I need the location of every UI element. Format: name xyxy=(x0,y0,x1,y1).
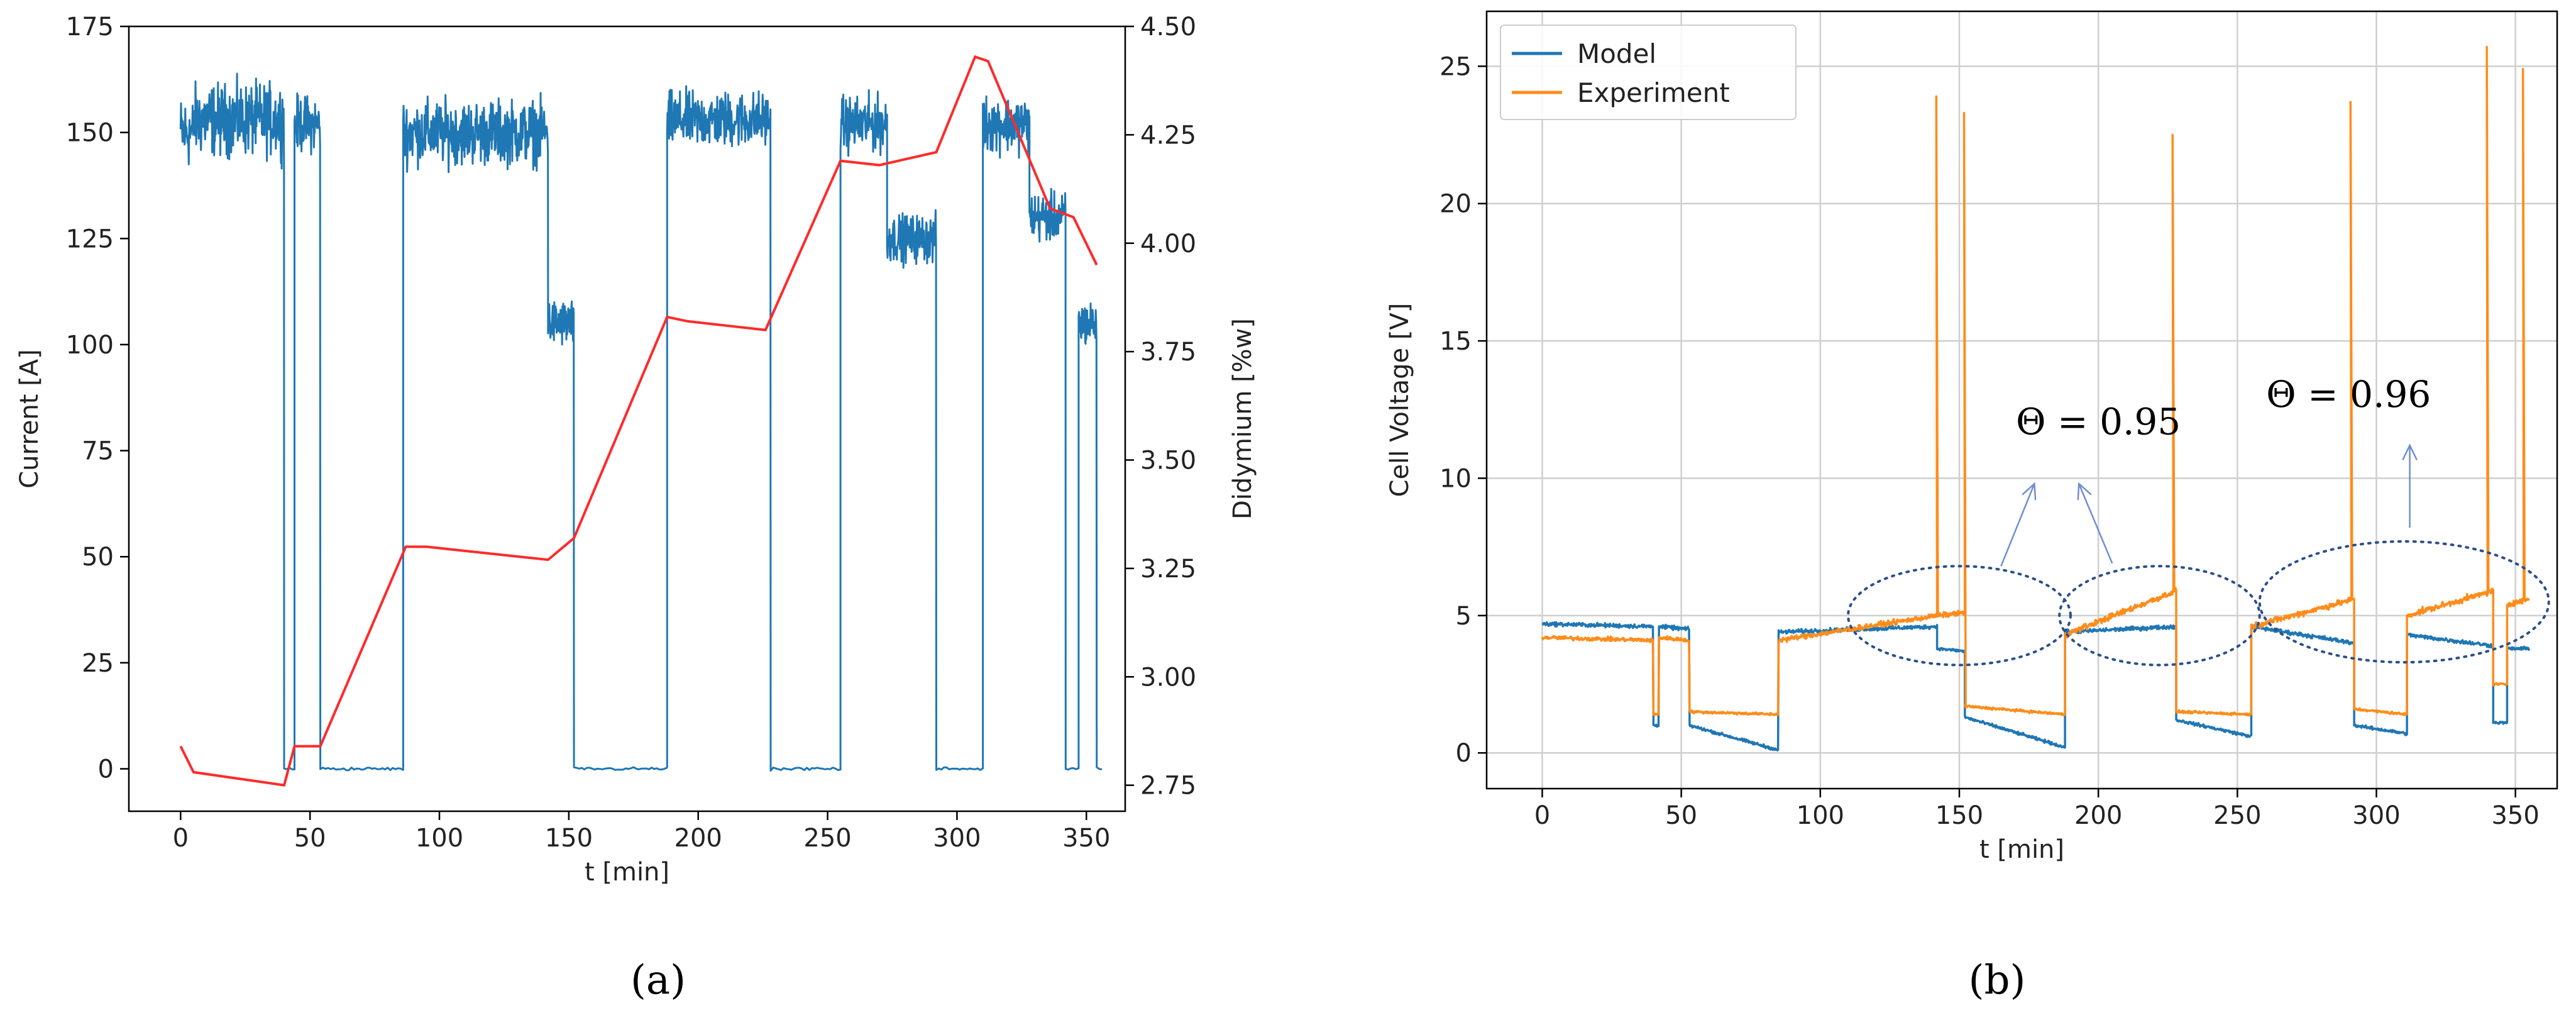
didymium-series-line xyxy=(179,55,1098,787)
highlight-ellipse xyxy=(2058,565,2261,667)
x-tick-label: 50 xyxy=(1665,801,1697,830)
annotation-arrowhead xyxy=(2402,443,2418,461)
theta-annotation: Θ = 0.96 xyxy=(2266,373,2431,416)
highlight-ellipse xyxy=(1847,565,2072,667)
x-tick-label: 150 xyxy=(545,824,593,853)
x-tick-label: 300 xyxy=(933,824,981,853)
panel-a-ticks: 0 50 100 150 200 250 300 350 0 25 50 75 100 125 150 175… xyxy=(66,13,1196,853)
y-tick-label: 75 xyxy=(82,437,114,466)
x-tick-label: 0 xyxy=(173,824,189,853)
highlight-ellipse xyxy=(2258,540,2550,664)
panel-a-data xyxy=(179,55,1103,787)
x-tick-label: 200 xyxy=(2074,801,2122,830)
panel-label-a: (a) xyxy=(630,957,686,1004)
y-tick-label: 125 xyxy=(66,225,114,253)
legend-entry-experiment: Experiment xyxy=(1577,77,1730,108)
annotation-arrowhead xyxy=(2022,482,2037,501)
legend-entry-model: Model xyxy=(1577,38,1656,69)
panel-b-frame xyxy=(1485,10,2558,790)
panel-b-grid xyxy=(1487,11,2557,789)
y-tick-label: 25 xyxy=(1439,52,1472,81)
y-right-tick-label: 3.00 xyxy=(1140,663,1196,692)
x-tick-label: 250 xyxy=(2213,801,2261,830)
panel-a-ylabel: Current [A] xyxy=(15,349,44,489)
x-tick-label: 350 xyxy=(2491,801,2539,830)
y-tick-label: 0 xyxy=(98,755,114,784)
model-series-line xyxy=(1541,621,2531,752)
y-right-tick-label: 3.75 xyxy=(1140,338,1196,367)
panel-b-xlabel: t [min] xyxy=(1979,835,2064,864)
legend-box xyxy=(1500,25,1797,120)
x-tick-label: 0 xyxy=(1534,801,1550,830)
y-tick-label: 50 xyxy=(82,543,114,572)
annotation-arrowhead xyxy=(2077,482,2092,501)
panel-label-b: (b) xyxy=(1969,957,2026,1004)
x-tick-label: 250 xyxy=(803,824,851,853)
panel-b-data xyxy=(1541,46,2531,752)
legend: Model Experiment xyxy=(1500,25,1797,120)
panel-a-ylabel-right: Didymium [%w] xyxy=(1228,318,1257,519)
y-tick-label: 5 xyxy=(1456,602,1472,631)
y-tick-label: 150 xyxy=(66,119,114,148)
annotation-arrow xyxy=(2000,483,2035,567)
panel-a-xlabel: t [min] xyxy=(585,858,669,887)
panel-b-ticks: 0 50 100 150 200 250 300 350 0 5 10 15 20 25 xyxy=(1439,52,2540,830)
y-tick-label: 100 xyxy=(66,331,114,360)
y-right-tick-label: 3.25 xyxy=(1140,555,1196,584)
x-tick-label: 100 xyxy=(416,824,463,853)
panel-a: 0 50 100 150 200 250 300 350 0 25 50 75 100 125 150 175… xyxy=(15,13,1257,887)
experiment-series-line xyxy=(1541,46,2530,717)
x-tick-label: 350 xyxy=(1062,824,1110,853)
y-tick-label: 25 xyxy=(82,649,114,678)
y-tick-label: 0 xyxy=(1456,739,1472,768)
y-right-tick-label: 4.00 xyxy=(1140,230,1196,258)
current-series-line xyxy=(179,72,1103,772)
x-tick-label: 150 xyxy=(1935,801,1983,830)
y-right-tick-label: 4.50 xyxy=(1140,13,1196,42)
y-right-tick-label: 3.50 xyxy=(1140,446,1196,475)
y-tick-label: 10 xyxy=(1439,464,1472,493)
y-right-tick-label: 4.25 xyxy=(1140,121,1196,150)
annotation-arrow xyxy=(2078,483,2113,564)
x-tick-label: 300 xyxy=(2352,801,2400,830)
x-tick-label: 100 xyxy=(1797,801,1844,830)
theta-annotation: Θ = 0.95 xyxy=(2016,401,2181,443)
y-right-tick-label: 2.75 xyxy=(1140,772,1196,801)
x-tick-label: 200 xyxy=(674,824,722,853)
y-tick-label: 20 xyxy=(1439,190,1472,219)
y-tick-label: 175 xyxy=(66,13,114,42)
panel-b: Θ = 0.95 Θ = 0.96 0 50 100 150 200 250 300 350 0 5… xyxy=(1385,10,2558,864)
x-tick-label: 50 xyxy=(294,824,326,853)
panel-b-ylabel: Cell Voltage [V] xyxy=(1385,303,1414,497)
panel-b-annotations: Θ = 0.95 Θ = 0.96 xyxy=(1847,373,2550,667)
y-tick-label: 15 xyxy=(1439,327,1472,356)
panel-a-frame xyxy=(128,25,1126,813)
